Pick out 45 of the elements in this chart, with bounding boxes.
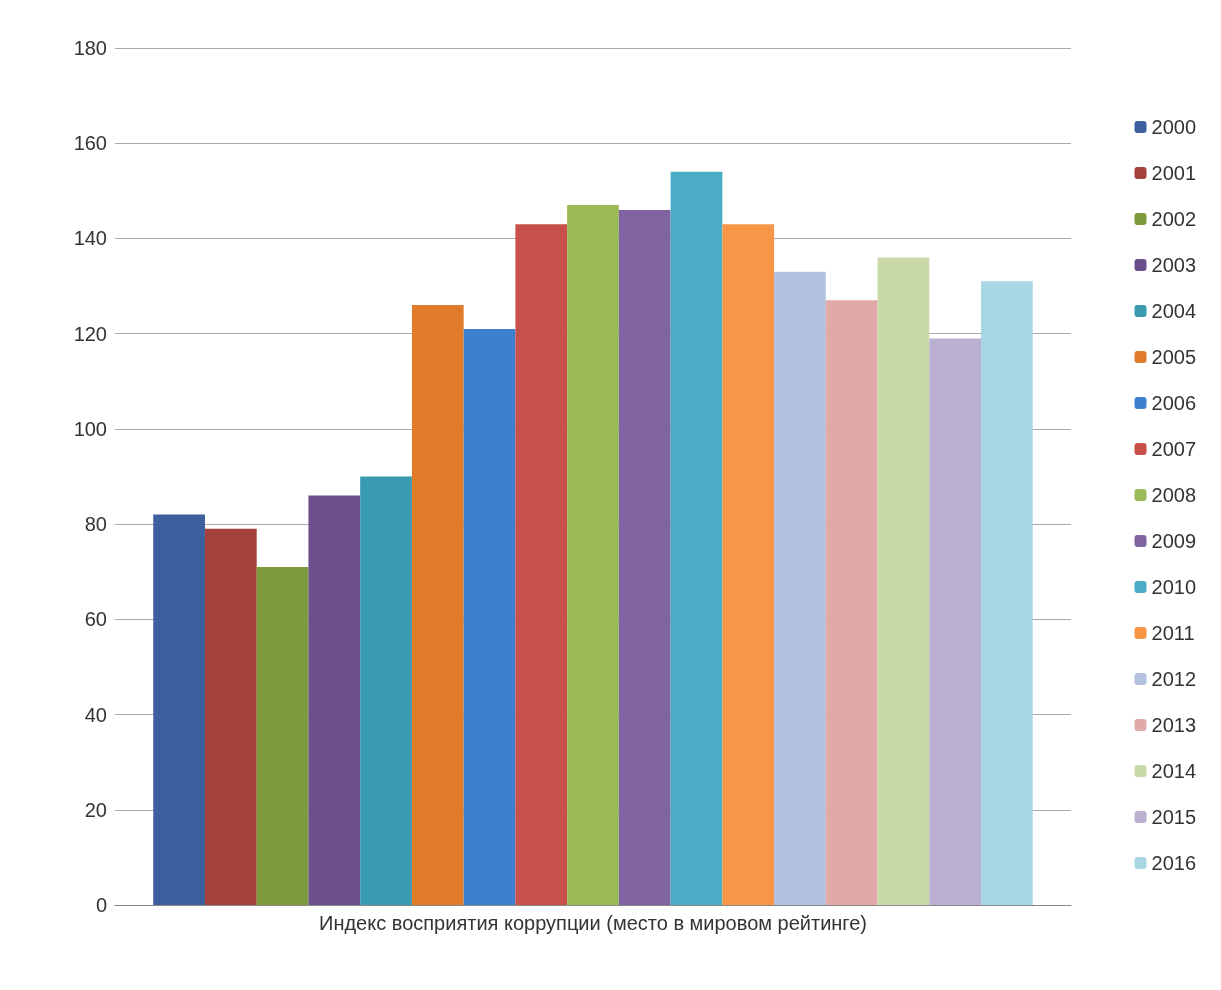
bar bbox=[153, 514, 205, 905]
y-tick-label: 40 bbox=[84, 703, 107, 726]
legend-label: 2002 bbox=[1151, 208, 1197, 230]
bar bbox=[774, 271, 826, 905]
bar bbox=[360, 476, 412, 905]
bar bbox=[670, 171, 723, 905]
legend-label: 2004 bbox=[1151, 300, 1197, 322]
legend-label: 2007 bbox=[1151, 438, 1197, 460]
y-tick-label: 160 bbox=[73, 132, 107, 155]
y-tick-label: 100 bbox=[73, 417, 107, 440]
y-tick-label: 0 bbox=[95, 894, 107, 916]
legend-label: 2016 bbox=[1151, 852, 1197, 874]
y-tick-label: 180 bbox=[73, 37, 107, 59]
legend-label: 2005 bbox=[1151, 346, 1197, 368]
y-tick-label: 20 bbox=[84, 798, 107, 821]
bar bbox=[877, 257, 930, 905]
legend-label: 2012 bbox=[1151, 668, 1197, 690]
legend-label: 2013 bbox=[1151, 714, 1197, 736]
bar bbox=[981, 281, 1033, 905]
legend-label: 2001 bbox=[1151, 162, 1197, 184]
legend-label: 2010 bbox=[1151, 576, 1197, 598]
y-tick-label: 60 bbox=[84, 608, 107, 631]
bar bbox=[411, 305, 464, 905]
bar bbox=[256, 566, 309, 905]
x-tick-label: Индекс восприятия коррупции (место в мировом рейтинге) bbox=[318, 912, 868, 934]
bar bbox=[567, 205, 619, 905]
legend-label: 2011 bbox=[1151, 622, 1195, 644]
legend-label: 2009 bbox=[1151, 530, 1197, 552]
legend-label: 2003 bbox=[1151, 254, 1197, 276]
legend-label: 2008 bbox=[1151, 484, 1197, 506]
legend-label: 2006 bbox=[1151, 392, 1197, 414]
legend-label: 2014 bbox=[1151, 760, 1197, 782]
bar bbox=[515, 224, 568, 905]
bar bbox=[929, 338, 982, 905]
y-tick-label: 140 bbox=[73, 227, 107, 250]
bar bbox=[722, 224, 775, 905]
y-tick-label: 80 bbox=[84, 513, 107, 536]
legend-label: 2015 bbox=[1151, 806, 1197, 828]
bar bbox=[308, 495, 361, 905]
bar bbox=[463, 328, 516, 905]
bar bbox=[618, 209, 671, 905]
bar bbox=[825, 300, 878, 905]
y-tick-label: 120 bbox=[73, 322, 107, 345]
bar bbox=[204, 528, 257, 905]
legend-label: 2000 bbox=[1151, 116, 1197, 138]
